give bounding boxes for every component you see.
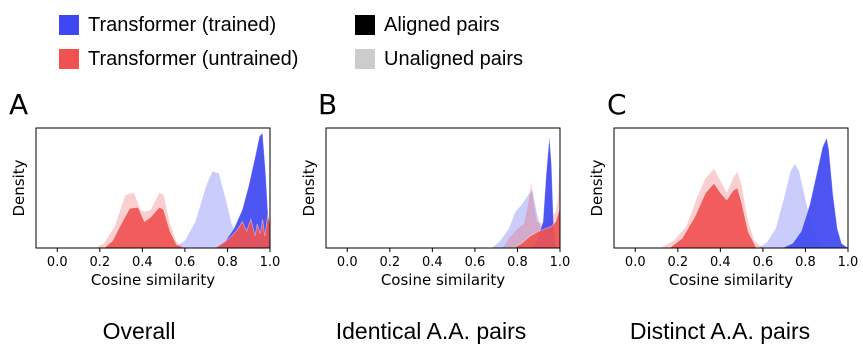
x-tick-label: 0.6 (465, 255, 486, 270)
density-area-trained-unaligned (174, 171, 249, 248)
panel-letter-a: A (9, 88, 29, 121)
density-area-untrained-aligned (213, 214, 271, 249)
panel-letter-b: B (318, 88, 338, 121)
legend-swatch-trained (59, 15, 79, 35)
legend-swatch-untrained (59, 49, 79, 69)
x-tick-label: 0.6 (753, 255, 774, 270)
chart-panel-distinct: 0.0 0.2 0.4 0.6 0.8 1.0 Cosine similarity Densi… (588, 127, 859, 289)
legend-item-untrained: Transformer (untrained) (59, 44, 298, 74)
y-axis-label: Density (10, 159, 28, 216)
legend-label-unaligned: Unaligned pairs (384, 47, 523, 70)
x-tick-label: 0.6 (175, 255, 196, 270)
x-axis-label: Cosine similarity (381, 271, 505, 289)
legend-item-aligned: Aligned pairs (355, 10, 500, 40)
x-tick-label: 0.0 (47, 255, 68, 270)
legend-label-trained: Transformer (trained) (88, 13, 277, 36)
chart-panel-overall: 0.0 0.2 0.4 0.6 0.8 1.0 Cosine similarity Densi… (10, 127, 281, 289)
caption-distinct: Distinct A.A. pairs (629, 318, 811, 344)
x-axis-label: Cosine similarity (91, 271, 215, 289)
legend-swatch-aligned (355, 15, 375, 35)
x-tick-label: 0.8 (217, 255, 238, 270)
chart-panel-identical: 0.0 0.2 0.4 0.6 0.8 1.0 Cosine similarity Densi… (300, 127, 571, 289)
x-tick-label: 0.4 (422, 255, 443, 270)
x-tick-label: 0.8 (795, 255, 816, 270)
legend-label-untrained: Transformer (untrained) (88, 47, 299, 70)
axes-frame (613, 127, 849, 249)
x-tick-label: 0.2 (379, 255, 400, 270)
legend-swatch-unaligned (355, 49, 375, 69)
axes-frame (325, 127, 561, 249)
x-tick-label: 0.4 (132, 255, 153, 270)
caption-identical: Identical A.A. pairs (335, 318, 527, 344)
legend-item-unaligned: Unaligned pairs (355, 44, 523, 74)
x-tick-label: 0.4 (710, 255, 731, 270)
density-area-trained-aligned (781, 136, 850, 249)
legend-item-trained: Transformer (trained) (59, 10, 276, 40)
x-tick-label: 0.2 (667, 255, 688, 270)
axes-frame (35, 127, 271, 249)
panel-letter-c: C (607, 88, 627, 121)
x-tick-label: 1.0 (550, 255, 571, 270)
legend-label-aligned: Aligned pairs (384, 13, 500, 36)
x-tick-label: 0.0 (625, 255, 646, 270)
density-area-untrained-aligned (103, 206, 186, 249)
x-tick-label: 1.0 (260, 255, 281, 270)
x-tick-label: 0.0 (337, 255, 358, 270)
x-tick-label: 1.0 (838, 255, 859, 270)
y-axis-label: Density (300, 159, 318, 216)
density-area-untrained-aligned (668, 182, 758, 249)
x-axis-label: Cosine similarity (669, 271, 793, 289)
caption-overall: Overall (102, 318, 176, 344)
y-axis-label: Density (588, 159, 606, 216)
x-tick-label: 0.8 (507, 255, 528, 270)
x-tick-label: 0.2 (89, 255, 110, 270)
